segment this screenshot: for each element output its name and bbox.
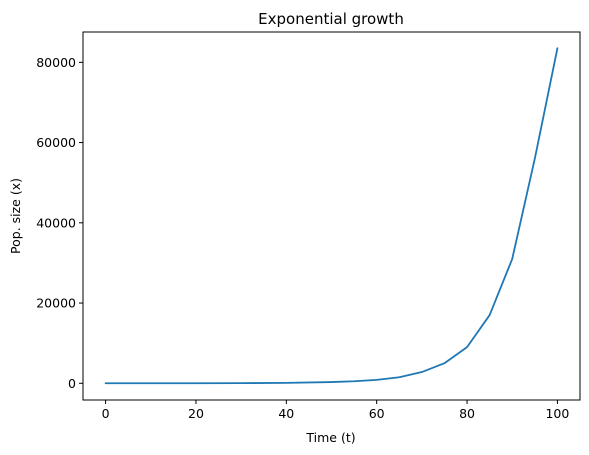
x-tick-label: 0 [102, 406, 110, 421]
plot-area [104, 47, 559, 385]
chart-title: Exponential growth [258, 10, 404, 28]
y-axis-label: Pop. size (x) [8, 178, 23, 254]
y-tick-label: 0 [68, 376, 76, 391]
plot-frame [82, 31, 581, 401]
y-tick-label: 20000 [36, 296, 76, 311]
x-axis: 0 20 40 60 80 100 [102, 400, 569, 421]
series-line-0 [104, 47, 559, 385]
x-tick-label: 40 [278, 406, 294, 421]
x-tick-label: 20 [188, 406, 204, 421]
x-tick-label: 60 [369, 406, 385, 421]
x-tick-label: 100 [545, 406, 569, 421]
y-tick-label: 40000 [36, 215, 76, 230]
y-tick-label: 80000 [36, 55, 76, 70]
y-axis: 0 20000 40000 60000 80000 [36, 55, 83, 391]
x-tick-label: 80 [459, 406, 475, 421]
x-axis-label: Time (t) [305, 430, 355, 445]
y-tick-label: 60000 [36, 135, 76, 150]
